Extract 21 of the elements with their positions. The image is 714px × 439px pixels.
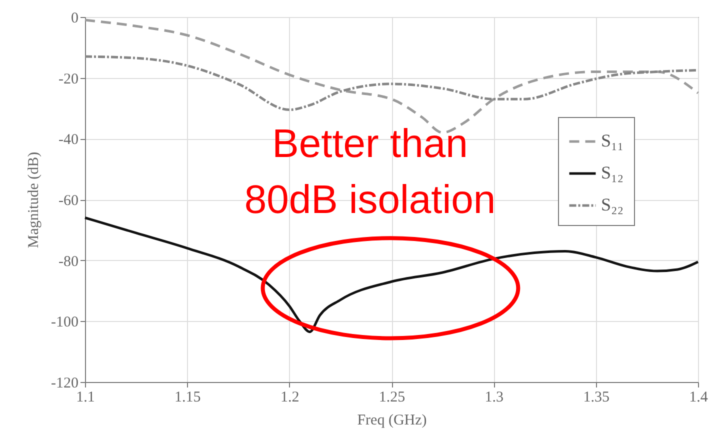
y-tick-label: -120 [51,376,78,392]
y-tick-label: 0 [71,10,78,26]
y-axis-title: Magnitude (dB) [26,152,42,248]
x-tick-label: 1.4 [689,390,708,406]
y-tick-label: -60 [58,193,78,209]
legend-label: S₁₂ [601,162,624,182]
x-tick-label: 1.2 [280,390,300,406]
x-tick-label: 1.3 [484,390,504,406]
annotation: Better than 80dB isolation [244,122,496,222]
x-tick-label: 1.1 [76,390,95,406]
legend-label: S₂₂ [601,194,624,214]
x-tick-label: 1.25 [378,390,406,406]
x-tick-label: 1.35 [583,390,610,406]
x-axis-title: Freq (GHz) [357,412,427,428]
legend-label: S₁₁ [601,130,624,150]
y-tick-label: -20 [58,71,78,88]
x-tick-label: 1.15 [174,390,201,406]
y-tick-label: -100 [51,314,78,331]
line-series [84,216,700,334]
y-tick-label: -40 [58,132,78,148]
y-tick-label: -80 [58,254,78,270]
